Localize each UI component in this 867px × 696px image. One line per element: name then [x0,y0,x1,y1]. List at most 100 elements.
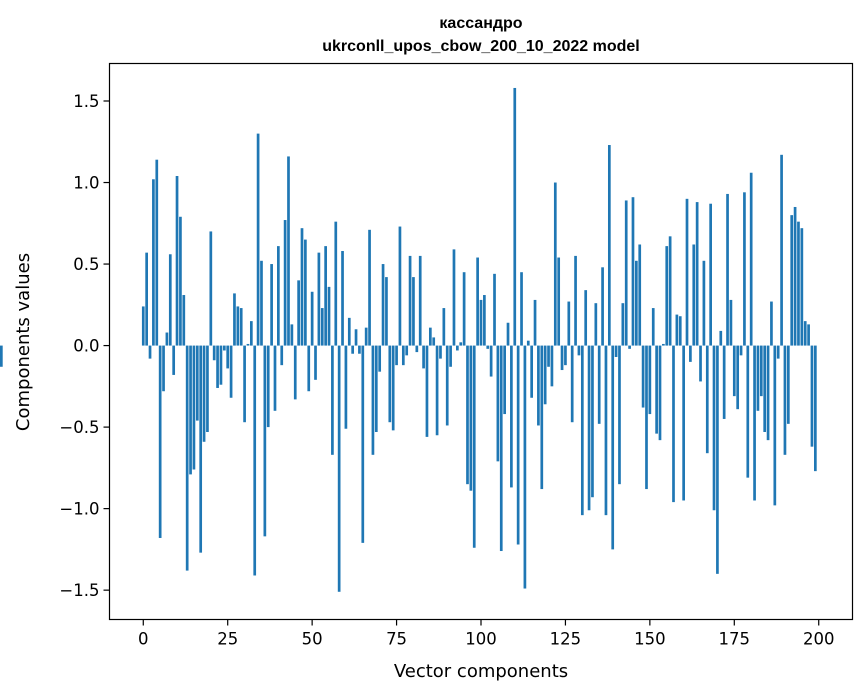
bar [689,345,692,362]
bar [327,286,331,346]
bar [432,337,436,346]
bar [175,176,179,346]
bar [439,345,442,359]
x-tick-label: 125 [550,630,582,649]
bar [452,249,456,346]
bar [358,345,361,354]
bar [655,345,658,434]
bar-series [0,87,817,592]
bar [479,299,483,346]
bar [168,254,172,346]
y-tick-label: −0.5 [59,418,99,437]
bar [682,345,685,501]
bar [736,345,740,410]
bar [408,255,412,346]
bar [246,343,250,346]
bar [607,145,611,346]
bar [662,343,665,346]
x-tick-label: 0 [138,630,149,649]
bar [699,345,702,382]
bar [195,345,199,421]
bar [445,345,449,426]
bar [803,321,807,346]
bar [766,345,770,441]
bar [790,215,794,346]
bar [641,345,645,408]
bar [469,345,473,491]
bar [797,221,800,346]
bar [594,303,598,346]
bar [266,345,270,428]
bar [540,345,544,490]
bar [283,220,287,346]
bar [567,301,571,346]
bar [645,345,648,490]
x-tick-label: 75 [386,630,407,649]
bar [658,345,662,441]
bar [570,345,574,423]
bar [334,221,338,346]
bar [381,264,385,346]
bar [560,345,564,371]
bar [695,202,699,346]
bar [253,345,257,576]
bar [516,345,520,545]
y-tick-label: 1.0 [73,174,99,193]
bar [584,290,588,346]
bar [780,154,783,346]
bar [776,345,780,359]
bar [773,345,777,506]
bar [577,345,581,356]
bar [158,345,162,538]
bar [189,345,192,475]
bar [729,299,733,346]
bar [675,314,679,346]
bar [148,345,152,359]
y-tick-label: 1.5 [73,92,99,111]
bar [705,345,709,454]
bar [537,345,540,426]
bar [611,345,615,550]
bar [243,345,246,423]
bar [513,87,517,346]
bar [486,345,490,349]
bar [763,345,767,432]
bar [277,246,280,346]
bar [564,345,567,366]
bar [709,203,712,346]
bar [814,345,817,472]
bar [601,267,604,346]
bar [179,216,182,346]
bar [759,345,763,397]
x-tick-label: 150 [634,630,666,649]
bar [206,345,209,432]
bar [668,236,672,346]
y-tick-label: 0.5 [73,255,99,274]
bar [685,198,689,346]
x-tick-label: 25 [217,630,238,649]
bar [597,345,601,424]
bar [354,329,358,346]
bar [533,299,537,346]
bar [152,179,155,346]
bar [638,244,642,346]
bar [418,255,422,346]
bar [226,345,230,369]
bar [391,345,395,431]
bar [182,295,186,346]
bar [293,345,297,400]
bar [236,306,240,346]
bar [499,345,503,552]
bar [398,226,402,346]
bar [786,345,790,424]
bar [732,345,736,397]
bar [783,345,787,455]
bar [483,295,486,346]
bar [449,345,452,367]
bar [249,321,253,346]
bar [746,345,750,478]
bar [395,345,398,366]
y-axis-ticks: −1.5 −1.0 −0.5 0.0 0.5 1.0 1.5 [59,92,110,600]
bar [287,156,290,346]
bar [364,327,368,346]
